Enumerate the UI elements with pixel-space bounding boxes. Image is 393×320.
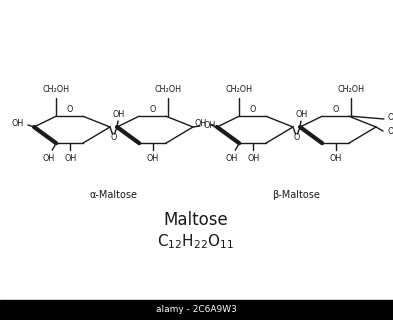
Text: O: O [332, 105, 339, 114]
Text: OH: OH [204, 121, 216, 130]
Text: alamy - 2C6A9W3: alamy - 2C6A9W3 [156, 306, 237, 315]
Text: OH: OH [64, 154, 77, 163]
Text: β-Maltose: β-Maltose [273, 190, 320, 200]
Text: OH: OH [42, 154, 54, 163]
Text: OH: OH [248, 154, 260, 163]
Text: O: O [110, 132, 117, 141]
Text: OH: OH [195, 119, 207, 129]
Text: CH₂OH: CH₂OH [226, 85, 253, 94]
Bar [0, 300, 393, 320]
Text: OH: OH [225, 154, 237, 163]
Text: OH: OH [329, 154, 342, 163]
Text: OH: OH [113, 110, 125, 119]
Text: CH₂OH: CH₂OH [154, 85, 181, 94]
Text: O: O [293, 132, 300, 141]
Text: O: O [66, 105, 73, 114]
Text: OH: OH [12, 119, 24, 129]
Text: OH: OH [387, 127, 393, 137]
Text: α-Maltose: α-Maltose [90, 190, 138, 200]
Text: Maltose: Maltose [163, 211, 228, 229]
Text: O: O [149, 105, 156, 114]
Text: CH₂OH: CH₂OH [43, 85, 70, 94]
Text: $\mathregular{C_{12}H_{22}O_{11}}$: $\mathregular{C_{12}H_{22}O_{11}}$ [158, 233, 235, 251]
Text: OH: OH [147, 154, 159, 163]
Text: CH₂OH: CH₂OH [337, 85, 364, 94]
Text: OH: OH [387, 114, 393, 123]
Text: O: O [249, 105, 256, 114]
Text: OH: OH [296, 110, 308, 119]
